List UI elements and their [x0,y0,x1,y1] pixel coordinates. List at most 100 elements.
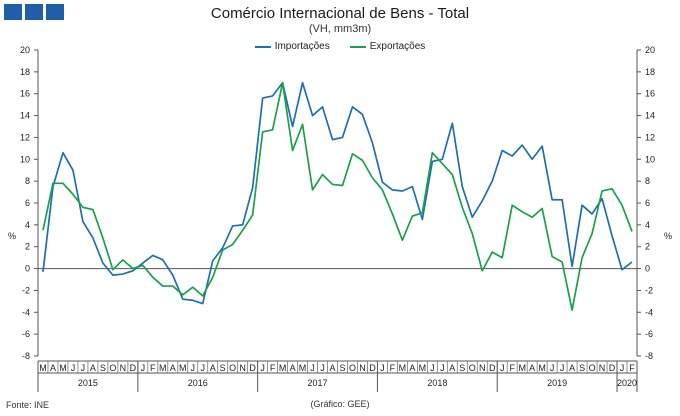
chart-legend: Importações Exportações [0,41,680,52]
y-tick-label-left: 8 [25,176,30,186]
x-tick-label: D [489,363,496,373]
y-tick-label-left: 16 [20,89,30,99]
x-tick-label: M [179,363,187,373]
x-tick-label: M [538,363,546,373]
x-tick-label: M [59,363,67,373]
x-tick-label: A [50,363,56,373]
y-tick-label-right: 0 [645,264,650,274]
logo-block [4,4,22,20]
legend-label-exportacoes: Exportações [369,41,426,52]
y-tick-label-left: 20 [20,45,30,55]
x-tick-label: A [210,363,216,373]
y-tick-label-left: -4 [22,307,30,317]
x-tick-label: J [260,363,265,373]
x-tick-label: D [609,363,616,373]
x-tick-label: J [200,363,205,373]
x-tick-label: D [369,363,376,373]
logo [4,4,64,20]
year-label: 2015 [78,378,98,388]
y-tick-label-left: 18 [20,67,30,77]
x-tick-label: M [399,363,407,373]
x-tick-label: J [550,363,555,373]
source-note: Fonte: INE [6,400,50,410]
x-tick-label: J [560,363,565,373]
x-tick-label: F [270,363,276,373]
x-tick-label: A [529,363,535,373]
x-tick-label: A [290,363,296,373]
chart-title: Comércio Internacional de Bens - Total [210,5,470,22]
y-tick-label-right: 12 [645,132,655,142]
x-tick-label: J [380,363,385,373]
x-tick-label: M [419,363,427,373]
legend-item-importacoes: Importações [254,41,330,52]
legend-swatch-exportacoes [349,45,366,48]
y-tick-label-right: 16 [645,89,655,99]
x-tick-label: F [150,363,156,373]
x-tick-label: F [629,363,635,373]
x-tick-label: J [320,363,325,373]
y-tick-label-right: 10 [645,154,655,164]
credit-note: (Gráfico: GEE) [310,399,370,409]
x-tick-label: J [81,363,86,373]
x-tick-label: J [440,363,445,373]
x-tick-label: S [339,363,345,373]
logo-block [46,4,64,20]
year-label: 2020 [617,378,637,388]
y-tick-label-left: 6 [25,198,30,208]
x-tick-label: A [170,363,176,373]
year-label: 2017 [308,378,328,388]
y-tick-label-right: 2 [645,242,650,252]
y-tick-label-right: 6 [645,198,650,208]
y-tick-label-right: -8 [645,351,653,361]
x-tick-label: N [599,363,606,373]
y-tick-label-left: 2 [25,242,30,252]
year-label: 2018 [427,378,447,388]
y-tick-label-right: 8 [645,176,650,186]
x-tick-label: M [39,363,47,373]
x-tick-label: O [469,363,476,373]
x-tick-label: J [141,363,146,373]
x-tick-label: D [130,363,137,373]
x-tick-label: O [109,363,116,373]
x-tick-label: N [359,363,366,373]
y-tick-label-right: -4 [645,307,653,317]
y-tick-label-left: -8 [22,351,30,361]
x-tick-label: S [220,363,226,373]
x-tick-label: A [449,363,455,373]
y-tick-label-left: 12 [20,132,30,142]
y-tick-label-left: 14 [20,111,30,121]
y-tick-label-right: 4 [645,220,650,230]
x-tick-label: A [569,363,575,373]
y-tick-label-left: -6 [22,329,30,339]
y-axis-title-left: % [8,231,16,241]
x-tick-label: S [459,363,465,373]
y-axis-title-right: % [664,231,672,241]
legend-item-exportacoes: Exportações [349,41,426,52]
x-tick-label: J [620,363,625,373]
x-tick-label: O [589,363,596,373]
x-tick-label: M [299,363,307,373]
y-tick-label-right: -6 [645,329,653,339]
x-tick-label: F [390,363,396,373]
legend-swatch-importacoes [254,45,271,48]
x-tick-label: A [90,363,96,373]
x-tick-label: A [330,363,336,373]
y-tick-label-right: 20 [645,45,655,55]
x-tick-label: S [100,363,106,373]
series-line-importacoes [42,81,633,305]
x-tick-label: N [239,363,246,373]
y-tick-label-right: 18 [645,67,655,77]
y-tick-label-left: 0 [25,264,30,274]
y-tick-label-right: 14 [645,111,655,121]
chart-subtitle: (VH, mm3m) [308,23,372,35]
x-tick-label: M [279,363,287,373]
x-tick-label: J [310,363,315,373]
x-tick-label: J [430,363,435,373]
year-label: 2016 [188,378,208,388]
x-tick-label: M [159,363,167,373]
logo-block [25,4,43,20]
series-line-exportacoes [42,81,633,311]
y-tick-label-left: -2 [22,285,30,295]
y-tick-label-right: -2 [645,285,653,295]
